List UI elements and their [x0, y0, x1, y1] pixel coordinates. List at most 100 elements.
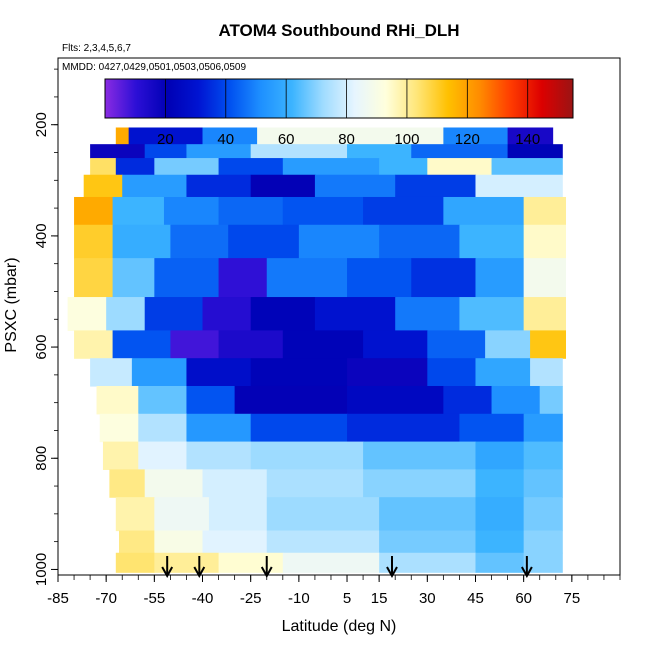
colorbar-ticks: 20 40 60 80 100 120 140 — [157, 79, 540, 148]
y-axis-title: PSXC (mbar) — [3, 257, 20, 352]
x-tick-label: 30 — [419, 590, 436, 607]
y-tick-label: 1000 — [33, 553, 50, 586]
heatmap-cell — [112, 330, 171, 359]
heatmap-cell — [115, 497, 155, 532]
heatmap-cell — [395, 174, 477, 198]
heatmap-cell — [218, 158, 284, 176]
heatmap-cell — [443, 385, 493, 415]
heatmap-cell — [250, 174, 316, 198]
heatmap-cell — [530, 358, 563, 387]
heatmap-cell — [266, 469, 364, 498]
heatmap-cell — [115, 127, 130, 145]
heatmap-cell — [523, 497, 563, 532]
heatmap-cell — [347, 385, 444, 415]
heatmap-cell — [154, 258, 220, 298]
colorbar-tick-label: 20 — [157, 131, 174, 148]
heatmap-cell — [475, 497, 525, 532]
heatmap-cell — [266, 258, 348, 298]
heatmap-cell — [257, 127, 444, 145]
heatmap-cell — [106, 297, 146, 331]
heatmap-cell — [523, 469, 563, 498]
heatmap-cell — [202, 297, 252, 331]
colorbar-tick-label: 140 — [515, 131, 540, 148]
heatmap-cell — [379, 497, 477, 532]
heatmap-cell — [475, 469, 525, 498]
heatmap-cell — [202, 530, 268, 554]
heatmap-cell — [443, 127, 509, 145]
heatmap-cell — [530, 330, 567, 359]
x-tick-label: -70 — [95, 590, 117, 607]
heatmap-cell — [411, 144, 509, 159]
arrow-head — [161, 566, 174, 579]
x-axis: -85 -70 -55 -40 -25 -10 5 15 30 45 60 75 — [47, 575, 621, 607]
x-tick-label: 60 — [515, 590, 532, 607]
heatmap-cell — [144, 297, 204, 331]
heatmap-cell — [186, 441, 252, 470]
arrows-layer — [161, 556, 533, 579]
heatmap-cell — [507, 127, 554, 145]
heatmap-cell — [74, 196, 114, 226]
heatmap-cell — [282, 552, 380, 573]
heatmap-cell — [218, 330, 284, 359]
heatmap-cell — [250, 358, 348, 387]
heatmap-cell — [523, 196, 567, 226]
heatmap-cell — [395, 297, 461, 331]
heatmap-cell — [67, 297, 107, 331]
heatmap-cell — [170, 224, 229, 259]
heatmap-cell — [282, 330, 364, 359]
heatmap-cell — [459, 224, 525, 259]
heatmap-cell — [202, 469, 268, 498]
heatmap-cell — [491, 385, 541, 415]
heatmap-cell — [347, 258, 412, 298]
heatmap-cell — [363, 196, 444, 226]
y-tick-label: 200 — [33, 112, 50, 137]
heatmap-cell — [475, 441, 525, 470]
heatmap-cell — [115, 552, 155, 573]
heatmap-cell — [218, 196, 284, 226]
heatmap-cell — [363, 330, 428, 359]
x-tick-label: -40 — [192, 590, 214, 607]
x-tick-label: -85 — [47, 590, 69, 607]
heatmap-cell — [523, 413, 563, 443]
heatmap-cell — [443, 196, 525, 226]
heatmap-cell — [379, 530, 477, 554]
heatmap-cell — [218, 258, 268, 298]
heatmap-cell — [138, 413, 188, 443]
y-tick-label: 400 — [33, 223, 50, 248]
heatmap-cell — [83, 174, 123, 198]
heatmap-cell — [119, 530, 155, 554]
heatmap-cell — [228, 224, 300, 259]
heatmap-cell — [411, 258, 477, 298]
heatmap-cell — [138, 441, 188, 470]
heatmap-cell — [90, 144, 146, 159]
heatmap-cell — [154, 158, 220, 176]
y-tick-label: 600 — [33, 335, 50, 360]
heatmap-cell — [202, 127, 258, 145]
heatmap-cell — [523, 530, 563, 554]
heatmap-layer — [67, 127, 567, 573]
chart-title: ATOM4 Southbound RHi_DLH — [218, 21, 459, 40]
heatmap-cell — [379, 224, 461, 259]
heatmap-cell — [112, 258, 155, 298]
heatmap-cell — [523, 224, 567, 259]
heatmap-cell — [99, 413, 139, 443]
heatmap-cell — [234, 385, 348, 415]
x-tick-label: 75 — [563, 590, 580, 607]
heatmap-cell — [475, 174, 563, 198]
heatmap-cell — [379, 552, 477, 573]
heatmap-cell — [459, 413, 525, 443]
heatmap-cell — [363, 441, 477, 470]
heatmap-cell — [112, 224, 171, 259]
heatmap-cell — [250, 297, 316, 331]
colorbar-tick-label: 60 — [278, 131, 295, 148]
heatmap-cell — [170, 330, 220, 359]
heatmap-cell — [208, 497, 268, 532]
heatmap-cell — [186, 413, 252, 443]
heatmap-cell — [266, 497, 380, 532]
heatmap-cell — [90, 358, 133, 387]
colorbar: 20 40 60 80 100 120 140 — [104, 78, 574, 148]
x-tick-label: -10 — [288, 590, 310, 607]
heatmap-cell — [109, 469, 146, 498]
heatmap-cell — [347, 144, 412, 159]
